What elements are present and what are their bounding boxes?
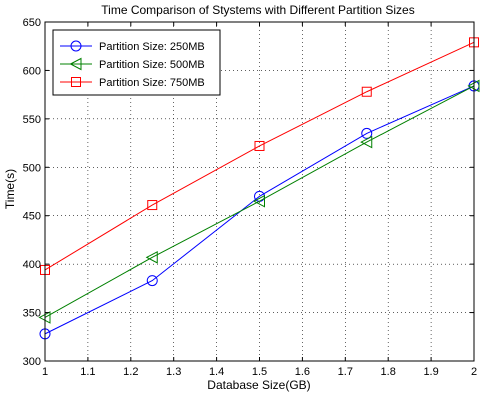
data-point-marker <box>254 140 265 151</box>
y-tick-label: 350 <box>23 308 41 320</box>
x-tick-label: 1.1 <box>80 366 95 378</box>
data-point-marker <box>145 251 158 264</box>
x-tick-label: 1.9 <box>423 366 438 378</box>
legend-label: Partition Size: 750MB <box>99 77 205 89</box>
series-line <box>44 85 475 318</box>
data-point-marker <box>147 200 158 211</box>
x-tick-label: 1.6 <box>295 366 310 378</box>
y-axis-label: Time(s) <box>3 169 17 209</box>
x-axis-label: Database Size(GB) <box>207 378 310 392</box>
legend-marker <box>71 77 81 87</box>
x-tick-label: 1.4 <box>209 366 224 378</box>
x-tick-label: 1.7 <box>338 366 353 378</box>
legend-marker <box>70 40 82 52</box>
data-point-marker <box>360 135 373 149</box>
x-tick-label: 1.2 <box>123 366 138 378</box>
data-point-marker <box>361 86 372 97</box>
x-tick-label: 1 <box>42 366 48 378</box>
legend-label: Partition Size: 250MB <box>99 41 205 53</box>
y-tick-label: 450 <box>23 211 41 223</box>
legend-marker <box>69 57 82 71</box>
data-point-marker <box>361 127 373 139</box>
series-layer <box>38 37 480 340</box>
x-tick-label: 2 <box>471 366 477 378</box>
legend: Partition Size: 250MB Partition Size: 500… <box>52 29 221 96</box>
x-tick-label: 1.5 <box>252 366 267 378</box>
y-tick-label: 500 <box>23 162 41 174</box>
legend-label: Partition Size: 500MB <box>99 59 205 71</box>
chart-title: Time Comparison of Stystems with Differe… <box>101 3 414 17</box>
x-tick-label: 1.3 <box>166 366 181 378</box>
y-tick-label: 600 <box>23 65 41 77</box>
data-point-marker <box>146 275 158 287</box>
axis-ticks: 1 1.1 1.2 1.3 1.4 1.5 1.6 1.7 1.8 1.9 2 300 350 400 45… <box>23 17 477 378</box>
series-line <box>44 85 475 335</box>
x-tick-label: 1.8 <box>381 366 396 378</box>
series-line <box>44 41 475 271</box>
data-point-marker <box>252 194 265 208</box>
y-tick-label: 650 <box>23 17 41 29</box>
y-tick-label: 400 <box>23 259 41 271</box>
y-tick-label: 550 <box>23 114 41 126</box>
y-tick-label: 300 <box>23 356 41 368</box>
